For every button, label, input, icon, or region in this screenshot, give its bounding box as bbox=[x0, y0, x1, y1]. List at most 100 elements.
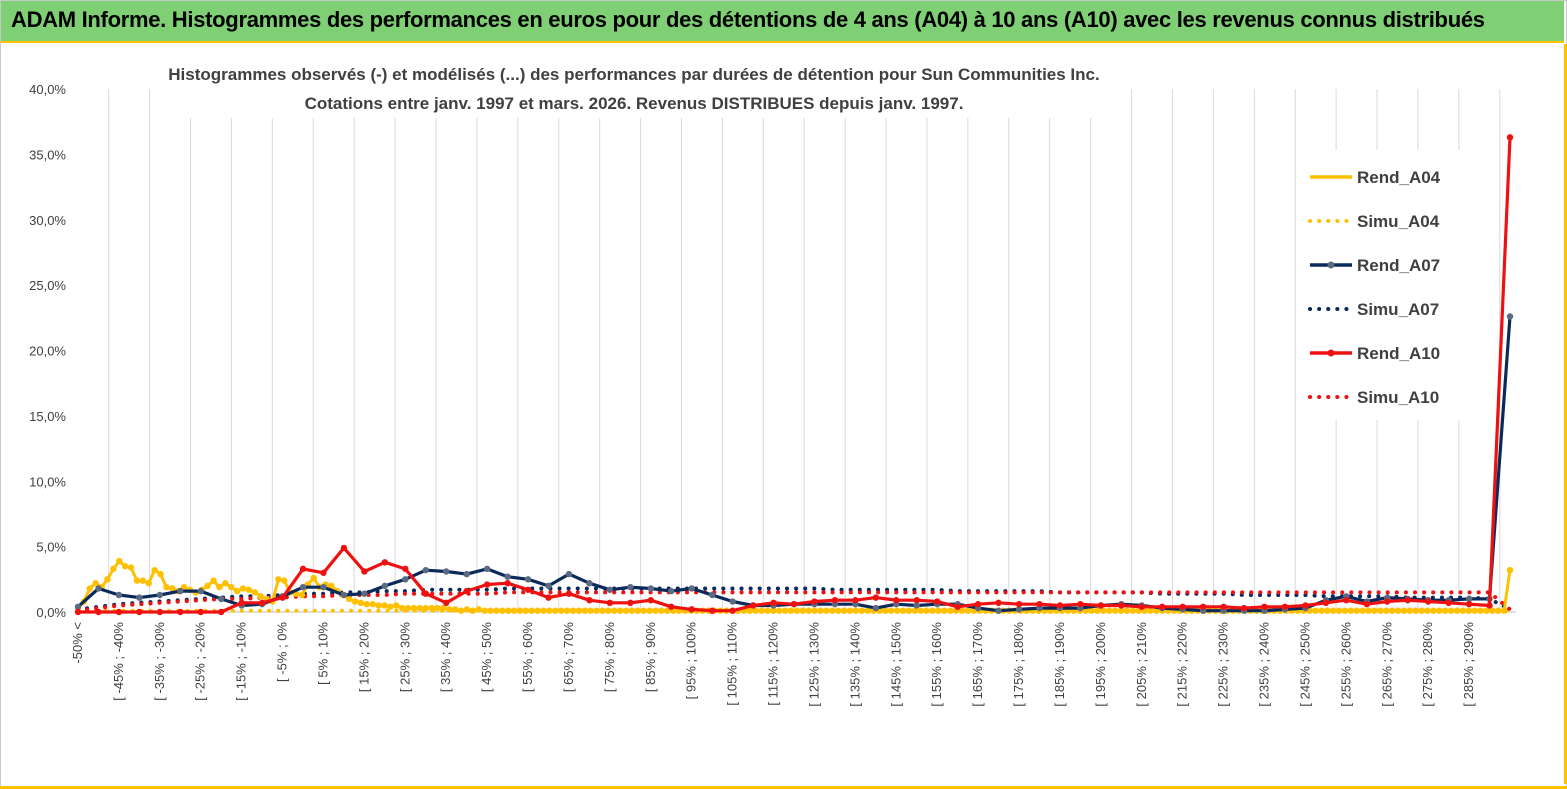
data-point bbox=[864, 607, 871, 614]
data-point bbox=[1430, 607, 1437, 614]
data-point bbox=[770, 599, 777, 607]
data-point bbox=[628, 607, 636, 614]
data-point bbox=[1489, 607, 1496, 614]
data-point bbox=[1312, 607, 1319, 614]
data-point bbox=[840, 607, 848, 614]
data-point bbox=[1388, 607, 1396, 614]
data-point bbox=[729, 598, 736, 605]
data-point bbox=[1483, 607, 1490, 614]
data-point bbox=[652, 607, 659, 614]
data-point bbox=[1506, 566, 1514, 574]
data-point bbox=[440, 604, 447, 612]
data-point bbox=[647, 585, 654, 592]
x-tick-label: [ 85% ; 90% bbox=[643, 622, 658, 693]
data-point bbox=[558, 607, 565, 614]
data-point bbox=[1343, 597, 1350, 604]
data-point bbox=[668, 603, 675, 610]
data-point bbox=[1506, 134, 1514, 141]
data-point bbox=[893, 607, 901, 614]
data-point bbox=[127, 564, 135, 571]
data-point bbox=[1353, 607, 1360, 614]
x-tick-label: [ 165% ; 170% bbox=[970, 622, 985, 707]
data-point bbox=[708, 591, 716, 599]
legend-marker bbox=[1327, 261, 1335, 269]
data-point bbox=[1477, 607, 1484, 614]
data-point bbox=[216, 583, 223, 591]
data-point bbox=[1077, 600, 1084, 608]
data-point bbox=[622, 607, 630, 614]
x-tick-label: [ 75% ; 80% bbox=[602, 622, 617, 693]
x-tick-label: [ 15% ; 20% bbox=[356, 622, 371, 693]
y-tick-label: 10,0% bbox=[29, 474, 66, 489]
data-point bbox=[86, 585, 93, 592]
data-point bbox=[504, 607, 512, 614]
data-point bbox=[764, 607, 771, 614]
data-point bbox=[163, 583, 170, 591]
data-point bbox=[1341, 607, 1349, 614]
data-point bbox=[605, 607, 612, 614]
data-point bbox=[422, 590, 429, 597]
data-point bbox=[1465, 600, 1473, 608]
data-point bbox=[74, 608, 82, 616]
x-tick-label: [ 125% ; 130% bbox=[806, 622, 821, 707]
x-tick-label: [ -45% ; -40% bbox=[111, 622, 126, 701]
data-point bbox=[749, 602, 757, 609]
data-point bbox=[545, 594, 552, 601]
x-tick-label: [ 225% ; 230% bbox=[1216, 622, 1231, 707]
data-point bbox=[457, 607, 465, 614]
data-point bbox=[381, 582, 389, 590]
chart-title-line-2: Cotations entre janv. 1997 et mars. 2026… bbox=[305, 94, 964, 113]
bottom-accent-line bbox=[0, 786, 1567, 789]
data-point bbox=[1123, 607, 1131, 614]
data-point bbox=[995, 607, 1002, 614]
data-point bbox=[1335, 607, 1343, 614]
data-point bbox=[1097, 602, 1105, 609]
data-point bbox=[110, 565, 117, 573]
data-point bbox=[1418, 607, 1425, 614]
data-point bbox=[1424, 598, 1432, 605]
data-point bbox=[817, 607, 824, 614]
data-point bbox=[139, 577, 147, 584]
data-point bbox=[905, 607, 913, 614]
data-point bbox=[1465, 595, 1473, 603]
data-point bbox=[1138, 603, 1145, 610]
data-point bbox=[888, 607, 895, 614]
data-point bbox=[157, 570, 164, 578]
data-point bbox=[279, 594, 286, 601]
data-point bbox=[1111, 607, 1119, 614]
data-point bbox=[581, 607, 588, 614]
data-point bbox=[1318, 607, 1325, 614]
data-point bbox=[1445, 599, 1452, 607]
data-point bbox=[320, 569, 327, 576]
data-point bbox=[852, 597, 859, 604]
data-point bbox=[222, 580, 229, 587]
data-point bbox=[752, 607, 759, 614]
data-point bbox=[627, 599, 634, 607]
x-tick-label: [ 145% ; 150% bbox=[888, 622, 903, 707]
legend-label: Simu_A10 bbox=[1357, 388, 1439, 407]
data-point bbox=[664, 607, 671, 614]
data-point bbox=[1179, 603, 1186, 610]
data-point bbox=[446, 606, 453, 613]
data-point bbox=[156, 608, 164, 616]
data-point bbox=[422, 566, 429, 574]
data-point bbox=[964, 607, 972, 614]
data-point bbox=[238, 599, 245, 607]
data-point bbox=[1302, 602, 1309, 609]
data-point bbox=[504, 580, 511, 587]
data-point bbox=[546, 607, 553, 614]
data-point bbox=[1015, 600, 1023, 608]
data-point bbox=[1240, 604, 1248, 612]
data-point bbox=[1094, 607, 1101, 614]
data-point bbox=[1056, 602, 1064, 609]
data-point bbox=[746, 607, 754, 614]
data-point bbox=[320, 583, 327, 591]
data-point bbox=[899, 607, 907, 614]
data-point bbox=[781, 607, 789, 614]
data-point bbox=[1383, 607, 1390, 614]
data-point bbox=[451, 606, 459, 613]
data-point bbox=[204, 582, 211, 590]
y-tick-label: 5,0% bbox=[36, 540, 66, 555]
data-point bbox=[1324, 607, 1331, 614]
legend: Rend_A04 Simu_A04 Rend_A07 Simu_A07 Rend_A10… bbox=[1308, 168, 1441, 407]
